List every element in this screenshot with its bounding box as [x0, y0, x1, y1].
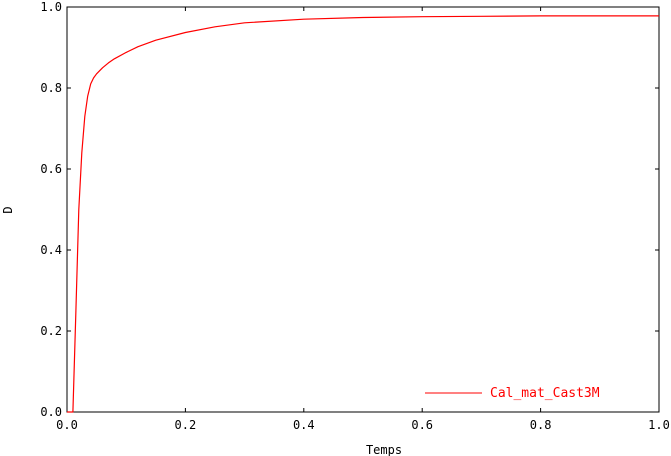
y-tick-label: 1.0	[40, 0, 62, 14]
y-tick-label: 0.6	[40, 162, 62, 176]
plot-frame	[66, 6, 660, 413]
x-tick-label: 0.2	[175, 418, 197, 432]
x-tick-label: 0.6	[411, 418, 433, 432]
y-axis-label: D	[1, 206, 15, 213]
x-tick-label: 1.0	[648, 418, 670, 432]
x-axis-ticks: 0.0 0.2 0.4 0.6 0.8 1.0	[56, 7, 670, 432]
series-line-0	[67, 15, 659, 413]
y-tick-label: 0.0	[40, 405, 62, 419]
series-layer	[67, 15, 659, 413]
y-tick-label: 0.8	[40, 81, 62, 95]
legend-label-cal-mat-cast3m: Cal_mat_Cast3M	[490, 386, 600, 401]
x-axis-label: Temps	[366, 443, 402, 456]
y-tick-label: 0.4	[40, 243, 62, 257]
y-tick-label: 0.2	[40, 324, 62, 338]
legend: Cal_mat_Cast3M	[425, 386, 600, 401]
x-tick-label: 0.4	[293, 418, 315, 432]
y-axis-ticks: 0.0 0.2 0.4 0.6 0.8 1.0	[40, 0, 659, 419]
x-tick-label: 0.8	[530, 418, 552, 432]
x-tick-label: 0.0	[56, 418, 78, 432]
